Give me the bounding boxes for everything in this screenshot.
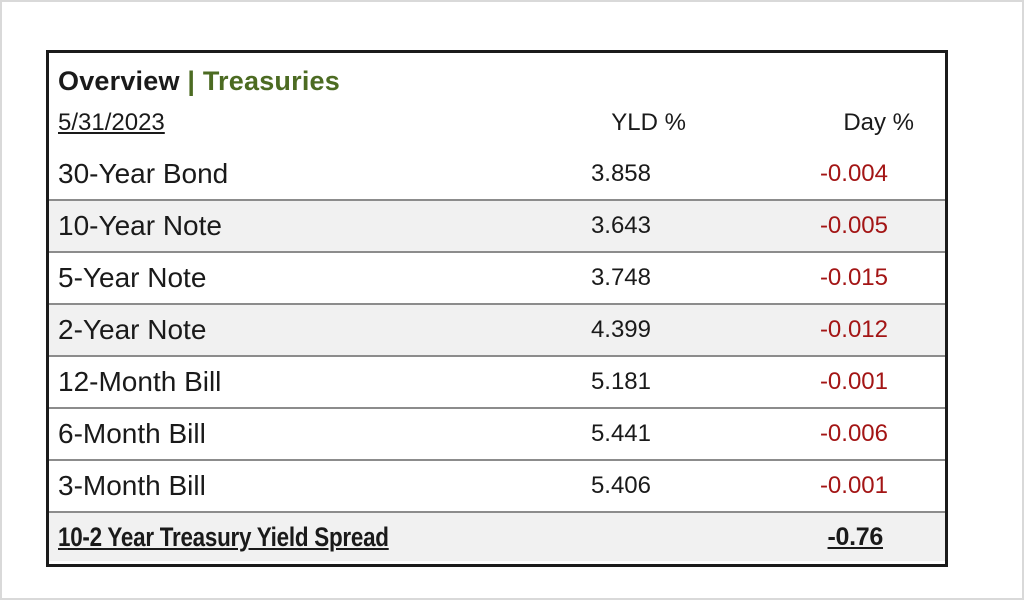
day-change-value: -0.012 xyxy=(819,316,888,343)
instrument-label: 10-Year Note xyxy=(58,210,222,241)
yld-value: 3.748 xyxy=(590,264,651,291)
day-change-value: -0.004 xyxy=(819,160,888,187)
instrument-label: 2-Year Note xyxy=(58,314,207,345)
table-row: 6-Month Bill 5.441 -0.006 xyxy=(49,407,945,459)
yld-value: 5.441 xyxy=(590,420,651,447)
day-change-value: -0.015 xyxy=(819,264,888,291)
yld-value: 5.181 xyxy=(590,368,651,395)
table-row: 12-Month Bill 5.181 -0.001 xyxy=(49,355,945,407)
treasuries-overview-panel: Overview | Treasuries 5/31/2023 YLD % Da… xyxy=(46,50,948,567)
panel-title-primary: Overview xyxy=(58,66,180,96)
day-change-value: -0.001 xyxy=(819,472,888,499)
table-row: 10-Year Note 3.643 -0.005 xyxy=(49,199,945,251)
column-header-day: Day % xyxy=(843,109,914,136)
panel-title-separator: | xyxy=(187,66,196,96)
day-change-value: -0.006 xyxy=(819,420,888,447)
instrument-label: 6-Month Bill xyxy=(58,418,206,449)
table-row: 30-Year Bond 3.858 -0.004 xyxy=(49,149,945,199)
yld-value: 3.858 xyxy=(590,160,651,187)
instrument-label: 5-Year Note xyxy=(58,262,207,293)
instrument-label: 3-Month Bill xyxy=(58,470,206,501)
table-header-row: 5/31/2023 YLD % Day % xyxy=(49,97,945,149)
date-link[interactable]: 5/31/2023 xyxy=(58,109,165,136)
yld-value: 5.406 xyxy=(590,472,651,499)
day-change-value: -0.005 xyxy=(819,212,888,239)
table-row: 3-Month Bill 5.406 -0.001 xyxy=(49,459,945,511)
panel-title-secondary: Treasuries xyxy=(202,66,340,96)
yield-spread-row: 10-2 Year Treasury Yield Spread -0.76 xyxy=(49,511,945,561)
table-row: 2-Year Note 4.399 -0.012 xyxy=(49,303,945,355)
instrument-label: 30-Year Bond xyxy=(58,158,229,189)
column-header-yld: YLD % xyxy=(611,109,686,136)
yield-spread-link[interactable]: 10-2 Year Treasury Yield Spread xyxy=(58,521,389,552)
instrument-label: 12-Month Bill xyxy=(58,366,222,397)
panel-title: Overview | Treasuries xyxy=(49,53,945,97)
table-row: 5-Year Note 3.748 -0.015 xyxy=(49,251,945,303)
day-change-value: -0.001 xyxy=(819,368,888,395)
yield-spread-value: -0.76 xyxy=(827,522,884,551)
treasury-rows: 30-Year Bond 3.858 -0.004 10-Year Note 3… xyxy=(49,149,945,511)
yld-value: 4.399 xyxy=(590,316,651,343)
yld-value: 3.643 xyxy=(590,212,651,239)
